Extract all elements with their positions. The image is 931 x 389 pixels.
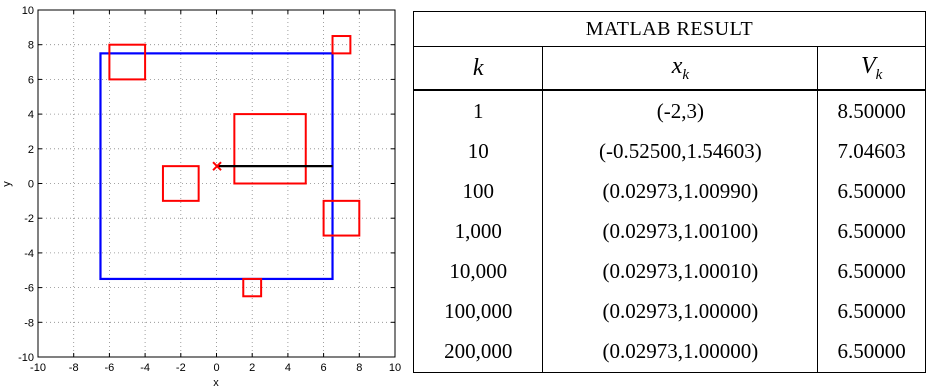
- cell-vk: 6.50000: [817, 211, 926, 252]
- cell-k: 200,000: [412, 331, 544, 373]
- y-tick-label: -10: [18, 352, 34, 364]
- y-tick-label: -2: [24, 213, 34, 225]
- cell-k: 100,000: [412, 291, 544, 332]
- header-xk: xk: [542, 46, 819, 91]
- y-tick-label: 4: [28, 109, 34, 121]
- header-k: k: [412, 46, 544, 91]
- x-tick-label: -4: [140, 362, 150, 374]
- table-row: 100 (0.02973,1.00990) 6.50000: [412, 171, 926, 212]
- cell-vk: 6.50000: [817, 251, 926, 292]
- table-row: 200,000 (0.02973,1.00000) 6.50000: [412, 331, 926, 373]
- y-tick-label: 10: [22, 5, 34, 17]
- y-tick-label: 2: [28, 144, 34, 156]
- header-vk: Vk: [817, 46, 926, 91]
- y-tick-label: -4: [24, 248, 34, 260]
- plot-figure: -10 -8 -6 -4 -2 0 2 4 6 8 10 -10 -8 -6 -4 -2 0 2 4 6 8 10 x y: [1, 5, 401, 389]
- x-axis-label: x: [213, 377, 219, 389]
- cell-k: 100: [412, 171, 544, 212]
- obstacle-rect: [108, 43, 147, 81]
- x-tick-label: -8: [69, 362, 79, 374]
- cell-vk: 8.50000: [817, 90, 926, 132]
- x-tick-label: 10: [389, 362, 401, 374]
- x-tick-label: 2: [249, 362, 255, 374]
- y-tick-label: 6: [28, 74, 34, 86]
- y-tick-label: -6: [24, 283, 34, 295]
- y-axis-label: y: [1, 181, 13, 187]
- table-row: 1 (-2,3) 8.50000: [412, 90, 926, 132]
- cell-vk: 6.50000: [817, 291, 926, 332]
- cell-k: 1: [412, 90, 544, 132]
- obstacle-rect: [242, 277, 263, 298]
- y-tick-label: 0: [28, 179, 34, 191]
- cell-xk: (0.02973,1.00990): [542, 171, 819, 212]
- x-tick-label: 6: [321, 362, 327, 374]
- x-tick-label: 0: [213, 362, 219, 374]
- cell-k: 10: [412, 131, 544, 172]
- plot-ticks: -10 -8 -6 -4 -2 0 2 4 6 8 10 -10 -8 -6 -4 -2 0 2 4 6 8 10: [18, 5, 401, 374]
- table-row: 100,000 (0.02973,1.00000) 6.50000: [412, 291, 926, 332]
- cell-k: 10,000: [412, 251, 544, 292]
- table-row: 10 (-0.52500,1.54603) 7.04603: [412, 131, 926, 172]
- cell-xk: (0.02973,1.00010): [542, 251, 819, 292]
- cell-xk: (0.02973,1.00000): [542, 291, 819, 332]
- matlab-result-table: MATLAB RESULT k xk Vk 1 (-2,3) 8.50000 10 (-…: [412, 11, 926, 373]
- obstacle-rect: [322, 199, 361, 237]
- x-tick-label: -2: [176, 362, 186, 374]
- cell-vk: 6.50000: [817, 171, 926, 212]
- x-tick-label: -10: [30, 362, 46, 374]
- table-row: 1,000 (0.02973,1.00100) 6.50000: [412, 211, 926, 252]
- obstacle-rect: [331, 35, 352, 55]
- cell-vk: 7.04603: [817, 131, 926, 172]
- x-tick-label: 8: [356, 362, 362, 374]
- cell-xk: (-2,3): [542, 90, 819, 132]
- cell-xk: (0.02973,1.00000): [542, 331, 819, 373]
- y-tick-label: -8: [24, 317, 34, 329]
- cell-xk: (0.02973,1.00100): [542, 211, 819, 252]
- table-row: 10,000 (0.02973,1.00010) 6.50000: [412, 251, 926, 292]
- obstacle-rect: [233, 113, 307, 185]
- obstacle-rect: [161, 165, 200, 202]
- y-tick-label: 8: [28, 40, 34, 52]
- x-tick-label: 4: [285, 362, 291, 374]
- cell-vk: 6.50000: [817, 331, 926, 373]
- table-title: MATLAB RESULT: [413, 11, 926, 47]
- plot-marks: [99, 35, 361, 298]
- marker-stroke: [212, 161, 222, 171]
- cell-k: 1,000: [412, 211, 544, 252]
- plot-grid: [38, 10, 395, 357]
- x-tick-label: -6: [105, 362, 115, 374]
- solution-point-marker: [212, 161, 222, 171]
- cell-xk: (-0.52500,1.54603): [542, 131, 819, 172]
